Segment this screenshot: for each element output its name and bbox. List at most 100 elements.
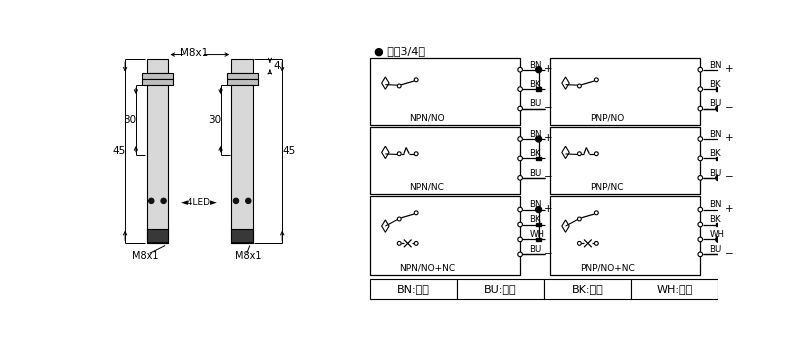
- Circle shape: [398, 84, 401, 88]
- Text: BK: BK: [710, 215, 721, 224]
- Text: −: −: [544, 103, 553, 113]
- Bar: [370, 127, 520, 194]
- Circle shape: [698, 252, 702, 257]
- Circle shape: [716, 175, 722, 181]
- Circle shape: [698, 87, 702, 92]
- Circle shape: [414, 152, 418, 156]
- Text: 30: 30: [123, 115, 136, 125]
- Bar: [536, 222, 542, 226]
- Bar: [457, 279, 544, 298]
- Circle shape: [535, 136, 542, 142]
- Text: BU: BU: [710, 245, 722, 254]
- Text: −: −: [544, 249, 553, 259]
- Bar: [231, 230, 253, 243]
- Text: BK: BK: [530, 80, 541, 89]
- Bar: [536, 238, 542, 241]
- Text: 4: 4: [274, 61, 280, 71]
- Text: BU:兰色: BU:兰色: [484, 284, 517, 294]
- Circle shape: [414, 78, 418, 82]
- Circle shape: [398, 217, 401, 221]
- Bar: [231, 86, 253, 243]
- Text: BN: BN: [530, 201, 542, 209]
- Text: BN: BN: [710, 201, 722, 209]
- Circle shape: [234, 198, 238, 203]
- Text: PNP/NO: PNP/NO: [590, 113, 624, 122]
- Circle shape: [518, 156, 522, 161]
- Circle shape: [414, 211, 418, 215]
- Bar: [550, 58, 700, 125]
- Circle shape: [518, 67, 522, 72]
- Text: BN:棕色: BN:棕色: [397, 284, 430, 294]
- Text: BN: BN: [530, 130, 542, 139]
- Circle shape: [594, 152, 598, 156]
- Bar: [631, 279, 718, 298]
- Bar: [550, 196, 700, 275]
- Bar: [370, 196, 520, 275]
- Circle shape: [698, 176, 702, 180]
- Text: BN: BN: [710, 130, 722, 139]
- Circle shape: [518, 137, 522, 141]
- Circle shape: [398, 241, 401, 245]
- Text: BN: BN: [710, 61, 722, 70]
- Text: BU: BU: [530, 169, 542, 178]
- Circle shape: [578, 152, 582, 156]
- Text: PNP/NO+NC: PNP/NO+NC: [580, 263, 634, 272]
- Text: BN: BN: [530, 61, 542, 70]
- Text: +: +: [725, 64, 733, 74]
- Bar: [146, 230, 168, 243]
- Bar: [716, 222, 722, 226]
- Circle shape: [716, 236, 722, 243]
- Text: ● 直浑3/4线: ● 直浑3/4线: [374, 46, 425, 56]
- Circle shape: [698, 67, 702, 72]
- Circle shape: [594, 211, 598, 215]
- Circle shape: [594, 241, 598, 245]
- Bar: [142, 73, 173, 79]
- Text: 45: 45: [112, 146, 126, 156]
- Text: BU: BU: [530, 245, 542, 254]
- Text: BU: BU: [710, 169, 722, 178]
- Text: +: +: [544, 133, 553, 143]
- Bar: [231, 59, 253, 73]
- Circle shape: [698, 106, 702, 111]
- Text: −: −: [544, 172, 553, 182]
- Text: −: −: [725, 249, 733, 259]
- Text: 45: 45: [282, 146, 296, 156]
- Bar: [536, 157, 542, 161]
- Circle shape: [698, 137, 702, 141]
- Text: −: −: [725, 103, 733, 113]
- Circle shape: [578, 217, 582, 221]
- Circle shape: [698, 207, 702, 212]
- Text: BK: BK: [530, 149, 541, 158]
- Circle shape: [518, 176, 522, 180]
- Circle shape: [246, 198, 251, 203]
- Text: M8x1: M8x1: [179, 48, 208, 58]
- Circle shape: [698, 222, 702, 227]
- Text: NPN/NC: NPN/NC: [410, 182, 445, 191]
- Text: M8x1: M8x1: [132, 251, 158, 260]
- Bar: [716, 238, 722, 241]
- Circle shape: [698, 237, 702, 242]
- Text: +: +: [544, 204, 553, 214]
- Bar: [146, 86, 168, 243]
- Text: BK: BK: [710, 149, 721, 158]
- Circle shape: [518, 252, 522, 257]
- Circle shape: [149, 198, 154, 203]
- Text: BK: BK: [530, 215, 541, 224]
- Text: PNP/NC: PNP/NC: [590, 182, 624, 191]
- Bar: [544, 279, 631, 298]
- Text: BK:黑色: BK:黑色: [572, 284, 603, 294]
- Circle shape: [578, 84, 582, 88]
- Bar: [370, 279, 457, 298]
- Circle shape: [594, 78, 598, 82]
- Text: +: +: [725, 204, 733, 214]
- Circle shape: [398, 152, 401, 156]
- Text: NPN/NO+NC: NPN/NO+NC: [399, 263, 455, 272]
- Bar: [142, 79, 173, 86]
- Text: BU: BU: [710, 99, 722, 108]
- Circle shape: [535, 207, 542, 213]
- Circle shape: [161, 198, 166, 203]
- Circle shape: [716, 106, 722, 112]
- Text: +: +: [544, 64, 553, 74]
- Bar: [370, 58, 520, 125]
- Bar: [226, 73, 258, 79]
